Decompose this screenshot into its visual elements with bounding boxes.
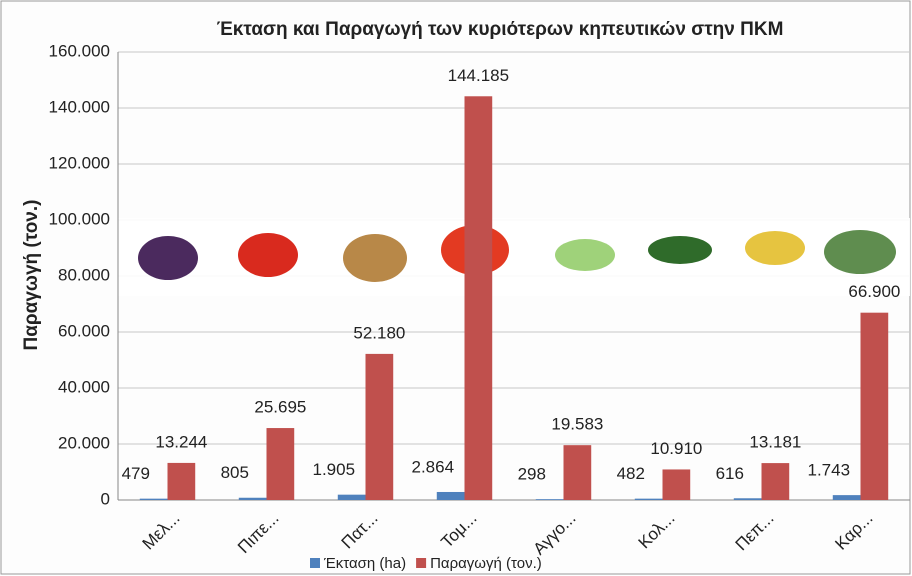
legend-swatch	[310, 558, 320, 568]
chart-title: Έκταση και Παραγωγή των κυριότερων κηπευ…	[217, 19, 784, 40]
melon	[745, 231, 805, 265]
value-label: 1.905	[313, 460, 356, 479]
y-tick-label: 80.000	[58, 265, 110, 284]
y-tick-label: 160.000	[49, 41, 110, 60]
zucchini	[648, 236, 712, 264]
y-tick-label: 100.000	[49, 209, 110, 228]
value-label: 616	[716, 464, 744, 483]
value-label: 298	[518, 465, 546, 484]
value-label: 1.743	[808, 461, 851, 480]
bar	[564, 445, 592, 500]
cucumber	[555, 239, 615, 271]
y-tick-label: 120.000	[49, 153, 110, 172]
value-label: 25.695	[254, 398, 306, 417]
bar	[734, 498, 762, 500]
y-axis-title: Παραγωγή (τον.)	[21, 200, 42, 351]
value-label: 19.583	[551, 415, 603, 434]
value-label: 13.181	[749, 433, 801, 452]
value-label: 479	[122, 464, 150, 483]
bar	[465, 96, 493, 500]
vegetable-images	[118, 218, 910, 296]
bar	[536, 499, 564, 500]
bar	[437, 492, 465, 500]
bar	[168, 463, 196, 500]
bar	[366, 354, 394, 500]
eggplant	[138, 236, 198, 280]
pepper	[238, 233, 298, 277]
bar	[267, 428, 295, 500]
bar	[635, 499, 663, 500]
value-label: 144.185	[448, 66, 509, 85]
bar	[861, 313, 889, 500]
bar	[833, 495, 861, 500]
value-label: 13.244	[155, 432, 207, 451]
legend-swatch	[416, 558, 426, 568]
legend-label: Παραγωγή (τον.)	[430, 555, 542, 572]
value-label: 10.910	[650, 439, 702, 458]
y-tick-label: 20.000	[58, 433, 110, 452]
potato	[343, 234, 407, 282]
legend-label: Έκταση (ha)	[323, 555, 406, 572]
watermelon	[824, 230, 896, 274]
y-tick-label: 40.000	[58, 377, 110, 396]
value-label: 482	[617, 464, 645, 483]
value-label: 52.180	[353, 323, 405, 342]
y-tick-label: 0	[101, 489, 110, 508]
bar	[663, 469, 691, 500]
bar	[239, 498, 267, 500]
bar	[338, 495, 366, 500]
chart: Έκταση και Παραγωγή των κυριότερων κηπευ…	[0, 0, 912, 576]
bar	[762, 463, 790, 500]
bar	[140, 499, 168, 500]
y-tick-label: 60.000	[58, 321, 110, 340]
y-tick-label: 140.000	[49, 97, 110, 116]
value-label: 2.864	[412, 457, 455, 476]
value-label: 66.900	[848, 282, 900, 301]
value-label: 805	[221, 463, 249, 482]
